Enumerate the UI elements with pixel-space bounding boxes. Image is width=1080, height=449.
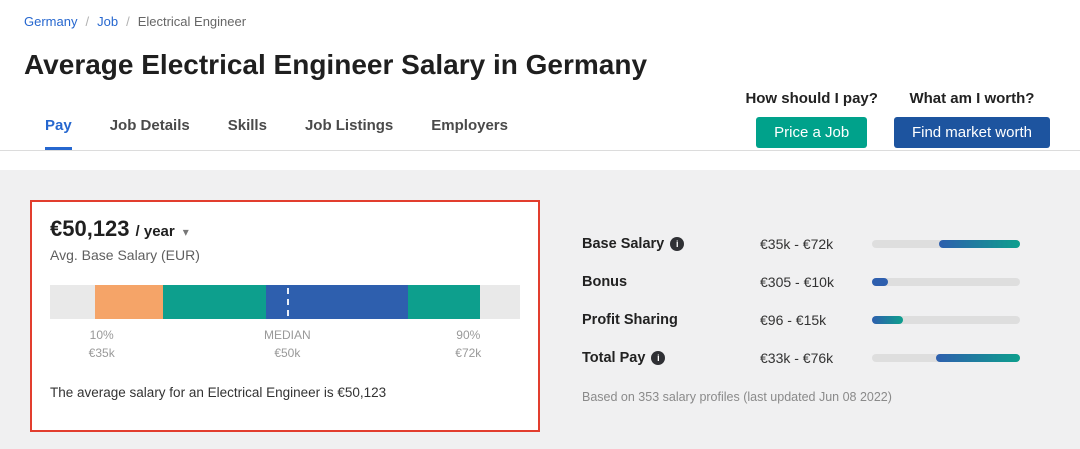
distribution-segment-track-right [480,285,520,319]
p10-label: 10% [89,328,114,342]
tab-pay[interactable]: Pay [45,117,72,150]
price-a-job-group: How should I pay? Price a Job [745,90,878,148]
distribution-segment-track-left [50,285,95,319]
profit-sharing-label: Profit Sharing [582,312,678,328]
percentile-labels: 10% €35k MEDIAN €50k 90% €72k [50,328,520,361]
what-am-i-worth-label: What am I worth? [909,90,1035,107]
base-salary-bar-fill [938,240,1020,248]
profit-sharing-bar-track [872,316,1020,324]
row-label-group: Bonus [582,274,760,290]
profit-sharing-range: €96 - €15k [760,312,827,328]
tab-employers[interactable]: Employers [431,117,508,134]
how-should-i-pay-label: How should I pay? [745,90,878,107]
pay-row-profit-sharing: Profit Sharing €96 - €15k [582,310,1050,330]
content-area: €50,123 / year ▾ Avg. Base Salary (EUR) … [0,170,1080,449]
bonus-label: Bonus [582,274,628,290]
salary-summary-card: €50,123 / year ▾ Avg. Base Salary (EUR) … [30,200,540,432]
salary-amount-row: €50,123 / year ▾ [50,216,520,242]
breadcrumb-link-germany[interactable]: Germany [24,14,78,29]
pay-row-base-salary: Base Salary i €35k - €72k [582,234,1050,254]
total-pay-bar-fill [935,354,1020,362]
bonus-bar-fill [872,278,889,286]
profit-sharing-bar-fill [872,316,904,324]
median-label: MEDIAN [264,328,311,342]
p10-value: €35k [88,346,115,360]
total-pay-label: Total Pay [582,350,646,366]
salary-distribution-bar [50,285,520,319]
distribution-segment-p25-median [162,285,267,319]
distribution-segment-p75-p90 [408,285,481,319]
info-icon[interactable]: i [651,351,666,365]
p90-label: 90% [456,328,481,342]
row-label-group: Total Pay i [582,350,760,366]
row-label-group: Profit Sharing [582,312,760,328]
row-label-group: Base Salary i [582,236,760,252]
breadcrumb-separator: / [126,14,130,29]
p90-value: €72k [455,346,482,360]
tab-job-details[interactable]: Job Details [109,117,190,134]
breadcrumb-separator: / [85,14,90,29]
cta-block: How should I pay? Price a Job What am I … [745,90,1050,148]
base-salary-label: Base Salary [582,236,665,252]
breadcrumb: Germany / Job / Electrical Engineer [24,14,1056,29]
tab-skills[interactable]: Skills [227,117,267,134]
page-header: Germany / Job / Electrical Engineer Aver… [0,0,1080,151]
breadcrumb-current-page: Electrical Engineer [137,14,247,29]
total-pay-bar-track [872,354,1020,362]
median-marker-line [287,288,290,316]
bonus-range: €305 - €10k [760,274,834,290]
tab-job-listings[interactable]: Job Listings [304,117,394,134]
salary-amount: €50,123 [50,216,130,241]
percentile-10-group: 10% €35k [89,328,115,360]
pay-breakdown-panel: Base Salary i €35k - €72k Bonus €305 - €… [582,200,1050,449]
distribution-segment-median-p75 [266,285,409,319]
median-group: MEDIAN €50k [264,328,311,360]
pay-row-total-pay: Total Pay i €33k - €76k [582,348,1050,368]
salary-summary-text: The average salary for an Electrical Eng… [50,385,387,400]
total-pay-range: €33k - €76k [760,350,834,366]
breadcrumb-link-job[interactable]: Job [97,14,119,29]
pay-row-bonus: Bonus €305 - €10k [582,272,1050,292]
find-market-worth-group: What am I worth? Find market worth [893,90,1050,148]
bonus-bar-track [872,278,1020,286]
percentile-90-group: 90% €72k [455,328,481,360]
base-salary-range: €35k - €72k [760,236,834,252]
price-a-job-button[interactable]: Price a Job [756,117,868,148]
median-value: €50k [274,346,301,360]
distribution-segment-p10-p25 [94,285,163,319]
salary-period: / year [135,223,175,240]
base-salary-bar-track [872,240,1020,248]
tab-bar: Pay Job Details Skills Job Listings Empl… [0,117,1080,151]
page-title: Average Electrical Engineer Salary in Ge… [24,49,648,80]
chevron-down-icon[interactable]: ▾ [182,225,189,239]
salary-profiles-footnote: Based on 353 salary profiles (last updat… [582,390,892,404]
avg-base-salary-label: Avg. Base Salary (EUR) [50,247,200,263]
info-icon[interactable]: i [670,237,685,251]
find-market-worth-button[interactable]: Find market worth [893,117,1050,148]
